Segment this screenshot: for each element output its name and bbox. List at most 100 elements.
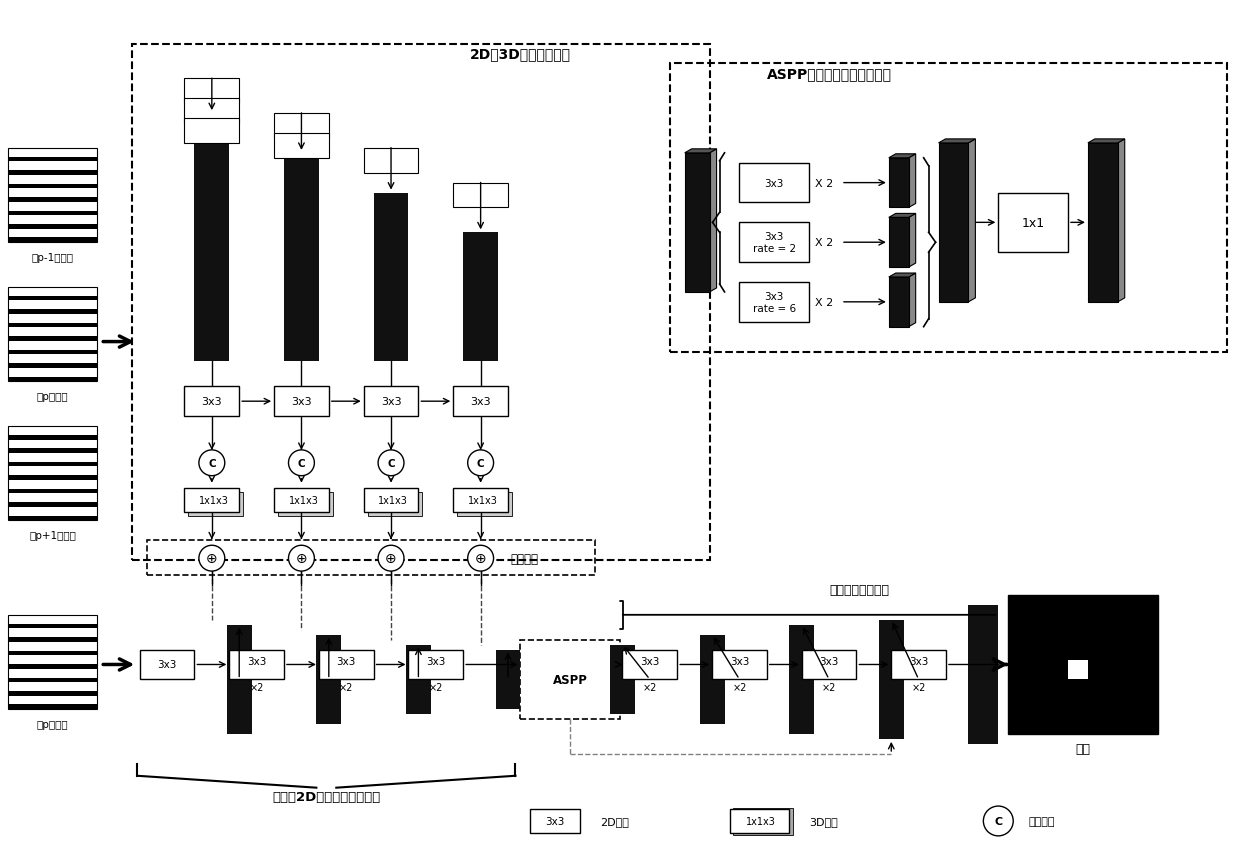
Text: 3x3: 3x3 [909, 657, 929, 666]
Text: C: C [994, 816, 1002, 826]
Bar [274, 114, 329, 139]
Bar [7, 475, 98, 480]
Text: 1x1x3: 1x1x3 [378, 495, 408, 505]
Text: ×2: ×2 [911, 683, 926, 692]
Bar [274, 387, 329, 417]
Bar [316, 635, 341, 724]
Bar [734, 808, 794, 835]
Text: 3x3: 3x3 [427, 657, 445, 666]
Bar [373, 194, 408, 362]
Bar [7, 436, 98, 440]
Bar [185, 119, 239, 144]
Bar [729, 808, 789, 833]
Text: 1x1x3: 1x1x3 [198, 495, 228, 505]
Bar [7, 637, 98, 642]
Bar [185, 488, 239, 513]
Bar [229, 650, 284, 679]
Text: X 2: X 2 [815, 298, 833, 307]
Bar [739, 223, 810, 263]
Bar [622, 650, 677, 679]
Text: ⊕: ⊕ [206, 552, 218, 566]
Circle shape [467, 450, 494, 476]
Polygon shape [709, 150, 717, 293]
Text: ASPP：多尺度特征提取模块: ASPP：多尺度特征提取模块 [766, 67, 892, 81]
Text: 3x3: 3x3 [291, 397, 311, 406]
Bar [284, 153, 319, 362]
Bar [7, 288, 98, 382]
Text: 3D卷积: 3D卷积 [810, 816, 838, 826]
Text: ×2: ×2 [642, 683, 657, 692]
Bar [363, 149, 418, 173]
Polygon shape [889, 274, 915, 277]
Bar [7, 363, 98, 369]
Text: 3x3: 3x3 [730, 657, 749, 666]
Text: 3x3: 3x3 [247, 657, 267, 666]
Bar [454, 387, 508, 417]
Polygon shape [1087, 144, 1117, 302]
Bar [7, 377, 98, 382]
Bar [7, 211, 98, 216]
Circle shape [289, 450, 315, 476]
Polygon shape [1117, 139, 1125, 302]
Text: 3x3: 3x3 [381, 397, 402, 406]
Circle shape [198, 546, 224, 572]
Text: 3x3: 3x3 [546, 816, 565, 826]
Text: ×2: ×2 [249, 683, 264, 692]
Bar [7, 615, 98, 709]
Circle shape [378, 450, 404, 476]
Bar [521, 640, 620, 719]
Text: ⊕: ⊕ [386, 552, 397, 566]
Bar [610, 645, 635, 715]
Bar [712, 650, 766, 679]
Bar [7, 198, 98, 202]
Bar [1008, 595, 1158, 734]
Polygon shape [889, 158, 909, 208]
Bar [405, 645, 430, 715]
Bar [802, 650, 857, 679]
Bar [7, 489, 98, 494]
Bar [879, 620, 904, 739]
Bar [7, 225, 98, 230]
Text: 2D卷积: 2D卷积 [600, 816, 629, 826]
Polygon shape [909, 155, 915, 208]
Bar [195, 114, 229, 362]
Bar [7, 296, 98, 301]
Bar [7, 516, 98, 521]
Bar [464, 233, 498, 362]
Bar [227, 625, 252, 734]
Bar [7, 337, 98, 342]
Text: 输出: 输出 [1075, 742, 1090, 756]
Bar [7, 503, 98, 507]
Bar [7, 462, 98, 467]
Circle shape [983, 806, 1013, 836]
Text: 3x3
rate = 6: 3x3 rate = 6 [753, 292, 796, 313]
Bar [458, 492, 512, 517]
Bar [7, 664, 98, 669]
Bar [140, 650, 195, 679]
Circle shape [378, 546, 404, 572]
Bar [1068, 660, 1087, 679]
Polygon shape [909, 274, 915, 327]
Bar [699, 635, 724, 724]
Text: C: C [387, 458, 394, 468]
Bar [7, 184, 98, 189]
Text: 3x3
rate = 2: 3x3 rate = 2 [753, 232, 796, 254]
Text: 拼接操作: 拼接操作 [1028, 816, 1055, 826]
Bar [7, 449, 98, 454]
Bar [185, 99, 239, 124]
Text: 3x3: 3x3 [157, 660, 177, 670]
Bar [7, 310, 98, 314]
Bar [363, 387, 418, 417]
Polygon shape [684, 150, 717, 153]
Text: C: C [298, 458, 305, 468]
Text: X 2: X 2 [815, 238, 833, 248]
Bar [7, 149, 98, 243]
Polygon shape [684, 153, 709, 293]
Text: 1x1x3: 1x1x3 [467, 495, 497, 505]
Polygon shape [909, 214, 915, 268]
Bar [133, 45, 709, 561]
Text: ⊕: ⊕ [475, 552, 486, 566]
Circle shape [467, 546, 494, 572]
Bar [363, 488, 418, 513]
Polygon shape [1087, 139, 1125, 144]
